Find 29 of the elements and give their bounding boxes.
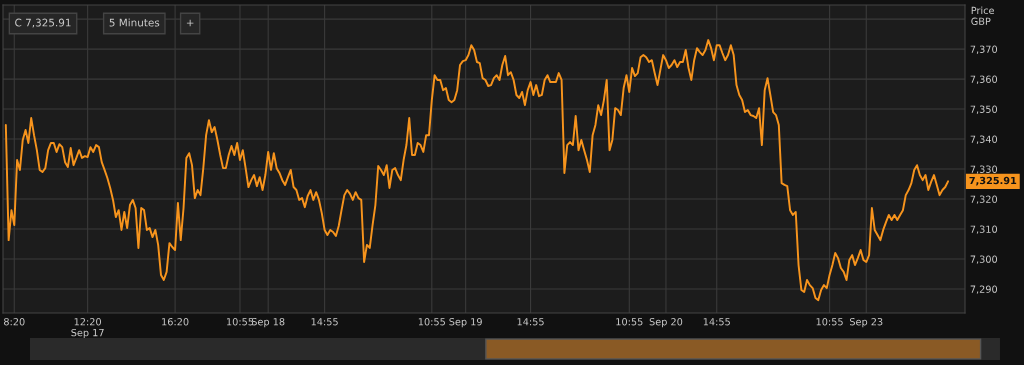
x-tick-label: 12:20 Sep 17: [71, 318, 104, 339]
y-tick-label: 7,340: [970, 135, 998, 144]
y-tick-label: 7,320: [970, 195, 998, 204]
x-tick-label: 8:20: [4, 318, 25, 326]
y-tick-label: 7,310: [970, 225, 998, 234]
line-series: [4, 39, 950, 302]
annotation: 5 Minutes: [109, 18, 160, 27]
y-tick-label: 7,330: [970, 165, 998, 174]
x-tick-label: 14:55: [311, 318, 338, 326]
x-tick-label: 14:55: [517, 318, 544, 326]
x-tick-label: 10:55: [816, 318, 843, 326]
annotation: +: [186, 19, 194, 27]
y-tick-label: 7,360: [970, 75, 998, 84]
x-tick-label: 14:55: [703, 318, 730, 326]
x-tick-label: Sep 23: [850, 318, 883, 328]
y-tick-label: 7,300: [970, 255, 998, 264]
x-tick-label: Sep 20: [649, 318, 683, 328]
x-tick-label: Sep 18: [251, 318, 285, 328]
x-tick-label: 10:55: [418, 318, 445, 326]
annotation: C 7,325.91: [15, 18, 71, 28]
y-axis-title: Price GBP: [971, 6, 994, 25]
y-tick-label: 7,290: [970, 285, 998, 294]
x-tick-label: 10:55: [616, 318, 643, 326]
text: 7,325.91: [969, 176, 1017, 186]
y-tick-label: 7,370: [970, 45, 998, 54]
x-tick-label: 10:55: [227, 318, 254, 326]
x-tick-label: 16:20: [162, 318, 189, 326]
y-tick-label: 7,350: [970, 105, 998, 114]
x-tick-label: Sep 19: [449, 318, 482, 328]
